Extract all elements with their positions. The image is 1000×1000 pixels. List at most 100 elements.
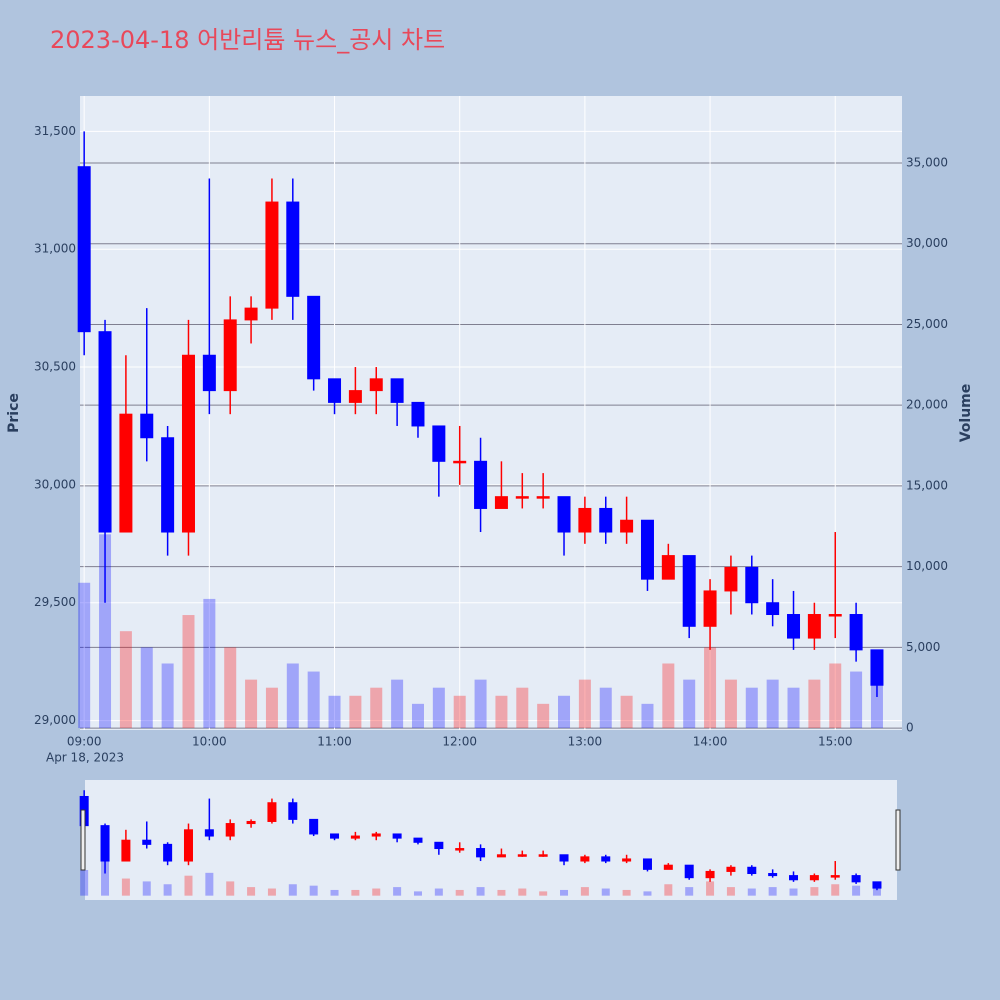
candle-body xyxy=(870,649,884,686)
volume-bar xyxy=(349,695,362,729)
volume-bar xyxy=(664,884,673,896)
volume-bar xyxy=(747,888,756,896)
candle-body xyxy=(140,413,154,439)
volume-bar xyxy=(539,891,548,896)
candle-body xyxy=(515,496,529,499)
volume-bar xyxy=(453,695,466,729)
volume-bar xyxy=(476,887,485,896)
candle-body xyxy=(330,833,340,839)
volume-bar xyxy=(808,679,821,729)
candle-body xyxy=(348,390,362,403)
candle-body xyxy=(517,854,527,857)
volume-bar xyxy=(578,679,591,729)
volume-bar xyxy=(286,663,299,729)
volume-bar xyxy=(434,888,443,896)
volume-bar xyxy=(205,872,214,896)
volume-bar xyxy=(643,891,652,896)
volume-bar xyxy=(455,889,464,896)
candle-body xyxy=(121,839,131,862)
volume-bar xyxy=(706,881,715,896)
volume-bar xyxy=(537,703,550,729)
candle-body xyxy=(684,864,694,879)
candle-body xyxy=(807,614,821,639)
volume-bar xyxy=(267,888,276,896)
volume-bar xyxy=(184,875,193,896)
volume-bar xyxy=(726,887,735,896)
volume-bar xyxy=(474,679,487,729)
candle-body xyxy=(350,835,360,839)
x-tick-label: 15:00 xyxy=(818,735,853,749)
volume-bar xyxy=(495,695,508,729)
volume-bar xyxy=(599,687,612,729)
candle-body xyxy=(453,460,467,464)
candle-body xyxy=(851,875,861,883)
candle-body xyxy=(119,413,133,533)
volume-bar xyxy=(309,885,318,896)
volume-bar xyxy=(203,598,216,729)
volume-bar xyxy=(80,869,89,896)
candle-body xyxy=(872,881,882,889)
x-tick-label: 10:00 xyxy=(192,735,227,749)
volume-bar xyxy=(140,647,153,729)
candle-body xyxy=(476,848,486,858)
volume-bar xyxy=(393,887,402,896)
candle-body xyxy=(768,873,778,877)
volume-bar xyxy=(247,887,256,896)
candle-body xyxy=(809,875,819,881)
candle-body xyxy=(474,460,488,509)
volume-bar xyxy=(787,687,800,729)
candle-body xyxy=(371,833,381,837)
candle-body xyxy=(787,614,801,639)
y-tick-label: 31,000 xyxy=(34,242,76,256)
volume-bar xyxy=(288,884,297,896)
volume-bar xyxy=(224,647,237,729)
volume-bar xyxy=(411,703,424,729)
candle-body xyxy=(100,825,110,862)
candle-body xyxy=(578,507,592,533)
candle-body xyxy=(265,201,279,309)
volume-bar xyxy=(99,534,112,729)
candle-body xyxy=(640,519,654,580)
y-axis-title: Price xyxy=(6,393,22,433)
volume-bar xyxy=(161,663,174,729)
volume-bar xyxy=(789,888,798,896)
candle-body xyxy=(390,378,404,403)
volume-bar xyxy=(685,887,694,896)
candle-body xyxy=(828,614,842,617)
y2-tick-label: 30,000 xyxy=(906,236,948,250)
candle-body xyxy=(244,307,258,321)
candle-body xyxy=(661,555,675,580)
candle-body xyxy=(286,201,300,297)
candle-body xyxy=(747,866,757,875)
candle-body xyxy=(622,858,632,862)
volume-bar xyxy=(662,663,675,729)
candle-body xyxy=(98,331,112,533)
candle-body xyxy=(392,833,402,839)
candle-body xyxy=(288,802,298,820)
x-tick-label: 11:00 xyxy=(317,735,352,749)
slider-handle[interactable] xyxy=(895,809,901,871)
candle-body xyxy=(181,354,195,533)
volume-bar xyxy=(829,663,842,729)
candle-body xyxy=(161,437,175,533)
volume-bar xyxy=(518,888,527,896)
y2-tick-label: 10,000 xyxy=(906,559,948,573)
volume-bar xyxy=(182,615,195,729)
slider-handle[interactable] xyxy=(80,809,86,871)
y-tick-label: 31,500 xyxy=(34,124,76,138)
candle-body xyxy=(789,875,799,881)
volume-bar xyxy=(560,889,569,896)
y2-tick-label: 35,000 xyxy=(906,156,948,170)
candle-body xyxy=(830,875,840,878)
range-slider[interactable] xyxy=(85,780,897,900)
candle-body xyxy=(705,870,715,879)
chart-title: 2023-04-18 어반리튬 뉴스_공시 차트 xyxy=(50,26,445,54)
y2-tick-label: 20,000 xyxy=(906,398,948,412)
volume-bar xyxy=(121,878,130,896)
x-tick-label: 12:00 xyxy=(442,735,477,749)
y2-tick-label: 5,000 xyxy=(906,640,940,654)
volume-bar xyxy=(142,881,151,896)
x-tick-label: 14:00 xyxy=(693,735,728,749)
volume-bar xyxy=(641,703,654,729)
